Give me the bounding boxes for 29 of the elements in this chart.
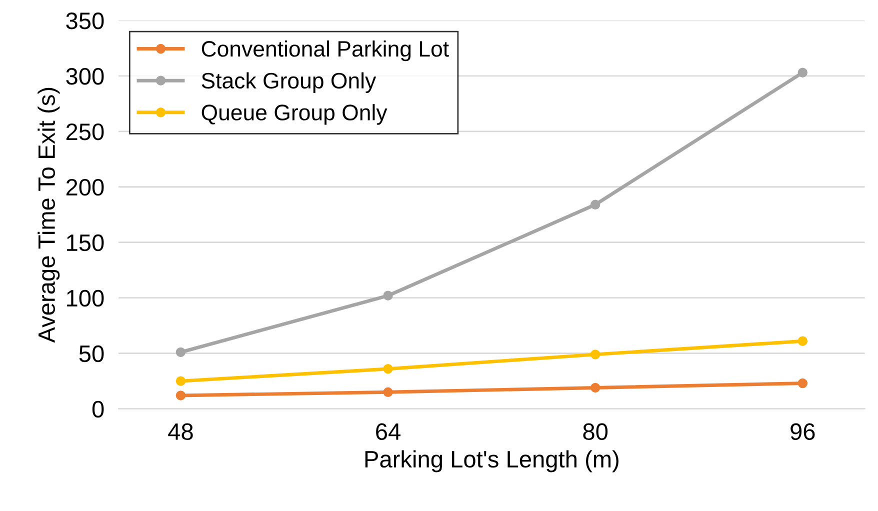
legend-label: Conventional Parking Lot: [202, 40, 449, 62]
y-tick-label: 150: [67, 234, 104, 252]
x-tick-label: 64: [376, 423, 400, 440]
x-axis-title: Parking Lot's Length (m): [365, 450, 618, 472]
point: [383, 364, 393, 374]
y-tick-label: 300: [66, 68, 104, 85]
y-tick-label: 100: [67, 290, 104, 307]
y-tick-label: 250: [66, 123, 104, 140]
y-axis-title: Average Time To Exit (s): [38, 88, 60, 343]
point: [176, 347, 186, 358]
point: [590, 350, 600, 360]
x-tick-label: 48: [168, 423, 193, 440]
point: [798, 68, 808, 78]
point: [798, 378, 808, 388]
point: [383, 387, 393, 398]
y-tick-label: 350: [66, 12, 104, 30]
point: [590, 200, 600, 210]
point: [590, 382, 600, 393]
y-tick-label: 200: [66, 178, 104, 196]
point: [383, 290, 393, 300]
point: [176, 376, 186, 386]
point: [176, 390, 186, 400]
point: [798, 336, 808, 346]
legend-label: Stack Group Only: [202, 72, 376, 93]
x-tick-label: 96: [790, 423, 815, 440]
y-tick-label: 50: [79, 345, 104, 362]
x-tick-label: 80: [583, 423, 608, 440]
legend-label: Queue Group Only: [202, 104, 388, 125]
y-tick-label: 0: [92, 400, 104, 418]
